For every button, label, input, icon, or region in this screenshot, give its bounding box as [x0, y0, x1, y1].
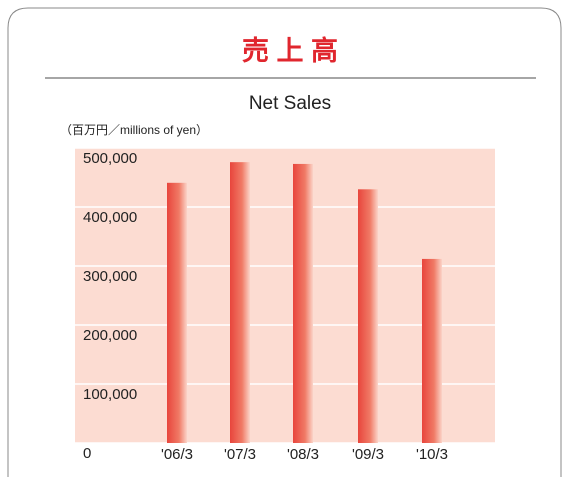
unit-label: （百万円／millions of yen）: [60, 123, 208, 137]
y-tick-label: 400,000: [83, 209, 137, 226]
y-tick-label: 300,000: [83, 268, 137, 285]
panel-border: [7, 7, 562, 477]
y-tick-label: 0: [83, 445, 91, 462]
x-tick-label: '10/3: [416, 446, 448, 463]
x-tick-label: '08/3: [287, 446, 319, 463]
y-tick-label: 100,000: [83, 386, 137, 403]
x-tick-label: '06/3: [161, 446, 193, 463]
chart-subtitle: Net Sales: [249, 93, 331, 114]
bar: [422, 258, 442, 443]
y-tick-label: 200,000: [83, 327, 137, 344]
bar: [358, 189, 378, 443]
bar: [230, 162, 250, 443]
bar: [167, 182, 187, 443]
x-tick-label: '09/3: [352, 446, 384, 463]
bar: [293, 163, 313, 443]
y-tick-label: 500,000: [83, 150, 137, 167]
x-tick-label: '07/3: [224, 446, 256, 463]
chart-title: 売 上 高: [242, 35, 338, 66]
